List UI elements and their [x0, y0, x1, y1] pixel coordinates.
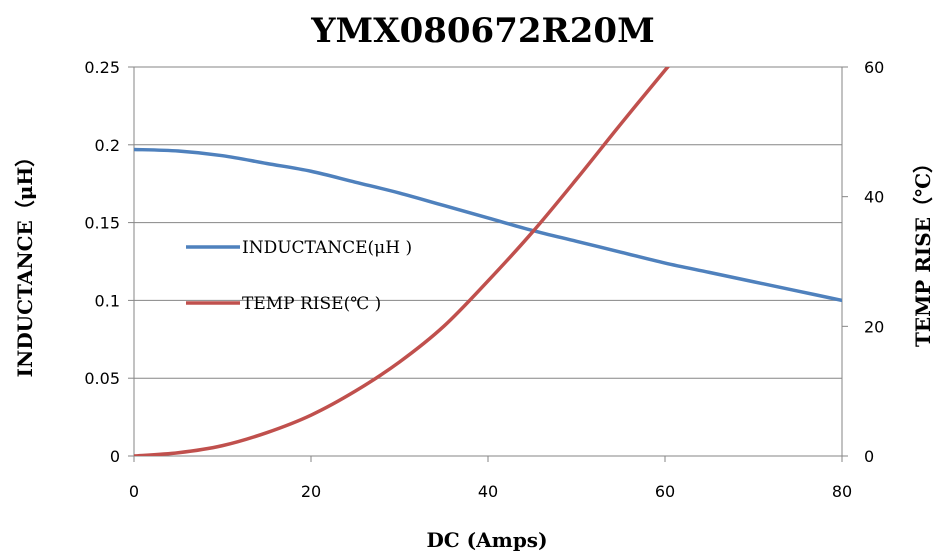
y2-tick-label: 60	[864, 58, 884, 77]
series-lines	[134, 67, 842, 456]
x-tick-label: 80	[832, 482, 852, 501]
x-tick-label: 60	[655, 482, 675, 501]
legend-label-temp-rise: TEMP RISE(℃ )	[242, 294, 381, 314]
y-tick-label: 0.05	[84, 369, 120, 388]
x-tick-labels: 0 20 40 60 80	[129, 455, 852, 501]
x-tick-label: 20	[301, 482, 321, 501]
y2-axis-title: TEMP RISE（℃）	[911, 153, 935, 347]
x-tick-label: 0	[129, 482, 139, 501]
x-axis-title: DC (Amps)	[426, 528, 547, 552]
y-tick-label: 0.2	[95, 136, 120, 155]
legend: INDUCTANCE(μH ) TEMP RISE(℃ )	[186, 238, 412, 314]
x-tick-label: 40	[478, 482, 498, 501]
y-tick-label: 0.15	[84, 214, 120, 233]
y-tick-labels: 0 0.05 0.1 0.15 0.2 0.25	[84, 58, 134, 466]
series-line-temp-rise	[134, 67, 671, 456]
series-line-inductance	[134, 147, 842, 303]
y2-tick-label: 40	[864, 188, 884, 207]
y-tick-label: 0.25	[84, 58, 120, 77]
y-tick-label: 0.1	[95, 291, 120, 310]
legend-label-inductance: INDUCTANCE(μH )	[242, 238, 412, 258]
y-tick-label: 0	[110, 447, 120, 466]
y2-tick-labels: 0 20 40 60	[842, 58, 884, 466]
y-axis-title: INDUCTANCE（μH）	[13, 147, 37, 378]
y2-tick-label: 0	[864, 447, 874, 466]
y2-tick-label: 20	[864, 317, 884, 336]
grid-lines	[133, 66, 843, 457]
chart-title: YMX080672R20M	[310, 11, 654, 51]
